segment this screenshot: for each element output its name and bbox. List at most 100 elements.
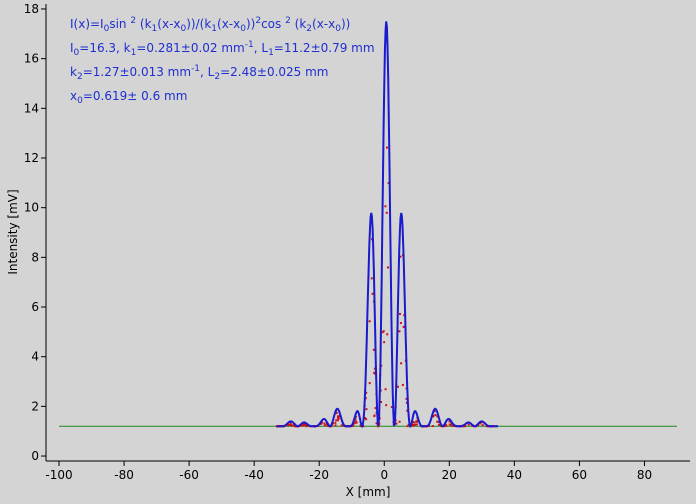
data-point xyxy=(373,414,376,417)
x-tick-label: -40 xyxy=(244,468,264,482)
x-tick-label: 80 xyxy=(637,468,652,482)
data-point xyxy=(467,423,470,426)
x-tick-label: -60 xyxy=(179,468,199,482)
data-point xyxy=(385,211,388,214)
fit-curve-layer xyxy=(276,21,499,429)
data-point xyxy=(432,415,435,418)
data-point xyxy=(336,416,339,419)
data-point xyxy=(401,383,404,386)
data-point xyxy=(434,414,437,417)
y-tick-label: 18 xyxy=(24,2,39,16)
data-point xyxy=(411,424,414,427)
plot-area xyxy=(46,4,690,461)
data-point xyxy=(354,417,357,420)
data-point xyxy=(334,424,337,427)
axes: -100 -80 -60 -40 -20 0 20 40 60 80 0 2 4 6 8 10 12 14 16 18 xyxy=(24,2,690,482)
data-point xyxy=(445,424,448,427)
data-point xyxy=(398,330,401,333)
data-point xyxy=(381,331,384,334)
data-point xyxy=(352,424,355,427)
data-point xyxy=(436,415,439,418)
data-point xyxy=(450,424,453,427)
y-tick-label: 2 xyxy=(31,399,39,413)
data-point xyxy=(305,425,308,428)
y-tick-label: 16 xyxy=(24,52,39,66)
data-point xyxy=(301,424,304,427)
data-point xyxy=(370,277,373,280)
data-point xyxy=(377,425,380,428)
data-point xyxy=(363,416,366,419)
data-point xyxy=(479,422,482,425)
x-tick-label: 0 xyxy=(380,468,388,482)
data-point xyxy=(390,406,393,409)
y-tick-label: 10 xyxy=(24,201,39,215)
data-point xyxy=(396,385,399,388)
data-point xyxy=(290,423,293,426)
data-point xyxy=(373,371,376,374)
data-point xyxy=(385,404,388,407)
data-point xyxy=(374,407,377,410)
data-point xyxy=(385,146,388,149)
data-point xyxy=(320,422,323,425)
x-tick-label: 60 xyxy=(572,468,587,482)
data-point xyxy=(300,424,303,427)
data-point xyxy=(383,341,386,344)
x-tick-label: -80 xyxy=(114,468,134,482)
data-point xyxy=(373,367,376,370)
x-axis-title: X [mm] xyxy=(346,485,391,499)
data-point xyxy=(340,424,343,427)
data-point xyxy=(400,362,403,365)
data-point xyxy=(416,420,419,423)
data-point xyxy=(368,382,371,385)
y-tick-label: 0 xyxy=(31,449,39,463)
data-point xyxy=(405,401,408,404)
data-point xyxy=(354,420,357,423)
x-tick-label: -100 xyxy=(45,468,72,482)
data-point xyxy=(433,410,436,413)
data-point xyxy=(402,325,405,328)
y-tick-label: 4 xyxy=(31,350,39,364)
data-point xyxy=(289,421,292,424)
data-point xyxy=(368,320,371,323)
data-point xyxy=(326,424,329,427)
fit-params-line4: x0=0.619± 0.6 mm xyxy=(70,89,187,106)
data-point xyxy=(364,397,367,400)
data-point xyxy=(336,419,339,422)
fit-params-line2: I0=16.3, k1=0.281±0.02 mm-1, L1=11.2±0.7… xyxy=(70,40,375,58)
data-point xyxy=(448,420,451,423)
data-point xyxy=(335,412,338,415)
data-point xyxy=(287,424,290,427)
data-point xyxy=(387,266,390,269)
data-point xyxy=(290,424,293,427)
x-tick-label: -20 xyxy=(309,468,329,482)
data-point xyxy=(371,292,374,295)
data-point xyxy=(337,415,340,418)
data-point xyxy=(335,419,338,422)
data-point xyxy=(372,348,375,351)
data-point xyxy=(399,255,402,258)
x-tick-label: 40 xyxy=(507,468,522,482)
data-point xyxy=(386,333,389,336)
y-tick-label: 14 xyxy=(24,101,39,115)
data-point xyxy=(399,322,402,325)
data-point xyxy=(387,182,390,185)
fit-params-line3: k2=1.27±0.013 mm-1, L2=2.48±0.025 mm xyxy=(70,64,328,82)
data-point xyxy=(398,312,401,315)
data-point xyxy=(380,401,383,404)
data-point xyxy=(384,205,387,208)
data-point xyxy=(405,397,408,400)
data-point xyxy=(398,420,401,423)
y-tick-label: 6 xyxy=(31,300,39,314)
data-point xyxy=(323,424,326,427)
data-point xyxy=(406,425,409,428)
data-point xyxy=(323,422,326,425)
data-point xyxy=(438,423,441,426)
data-point xyxy=(481,424,484,427)
fit-formula: I(x)=I0sin 2 (k1(x-x0))/(k1(x-x0))2cos 2… xyxy=(70,16,350,34)
data-point xyxy=(384,388,387,391)
data-point xyxy=(355,421,358,424)
data-point xyxy=(304,424,307,427)
data-point xyxy=(406,409,409,412)
data-point xyxy=(375,422,378,425)
